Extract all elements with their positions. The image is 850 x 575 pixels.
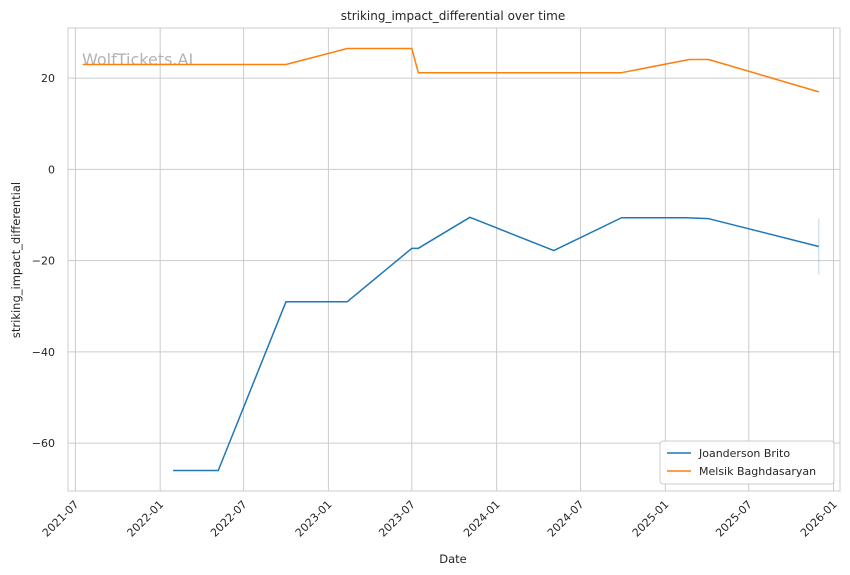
legend: Joanderson Brito Melsik Baghdasaryan bbox=[659, 440, 835, 485]
x-tick-label: 2024-01 bbox=[461, 498, 503, 540]
plot-frame bbox=[67, 27, 841, 492]
x-tick-label: 2026-01 bbox=[798, 498, 840, 540]
series-line-joanderson-brito bbox=[173, 216, 819, 472]
x-tick-label: 2024-07 bbox=[545, 498, 587, 540]
series-line-melsik-baghdasaryan bbox=[82, 47, 820, 93]
series-lines bbox=[82, 47, 820, 472]
y-tick-label: −60 bbox=[32, 437, 55, 450]
y-tick-label: 20 bbox=[41, 72, 55, 85]
x-tick-label: 2025-01 bbox=[630, 498, 672, 540]
y-tick-labels: −60 −40 −20 0 20 bbox=[32, 72, 55, 450]
legend-box bbox=[659, 440, 835, 485]
legend-label-melsik-baghdasaryan: Melsik Baghdasaryan bbox=[699, 465, 816, 478]
legend-label-joanderson-brito: Joanderson Brito bbox=[698, 447, 790, 460]
y-tick-label: −20 bbox=[32, 255, 55, 268]
chart-title: striking_impact_differential over time bbox=[341, 9, 566, 23]
y-tick-label: 0 bbox=[48, 163, 55, 176]
watermark: WolfTickets.AI bbox=[82, 50, 193, 69]
x-tick-label: 2022-07 bbox=[208, 498, 250, 540]
x-axis-title: Date bbox=[439, 552, 467, 566]
x-tick-label: 2021-07 bbox=[40, 498, 82, 540]
x-tick-label: 2025-07 bbox=[713, 498, 755, 540]
x-tick-labels: 2021-07 2022-01 2022-07 2023-01 2023-07 2024-… bbox=[40, 498, 840, 540]
x-tick-label: 2022-01 bbox=[125, 498, 167, 540]
y-axis-title: striking_impact_differential bbox=[9, 182, 23, 338]
x-tick-label: 2023-07 bbox=[376, 498, 418, 540]
y-tick-label: −40 bbox=[32, 346, 55, 359]
x-tick-label: 2023-01 bbox=[293, 498, 335, 540]
grid bbox=[68, 28, 840, 491]
